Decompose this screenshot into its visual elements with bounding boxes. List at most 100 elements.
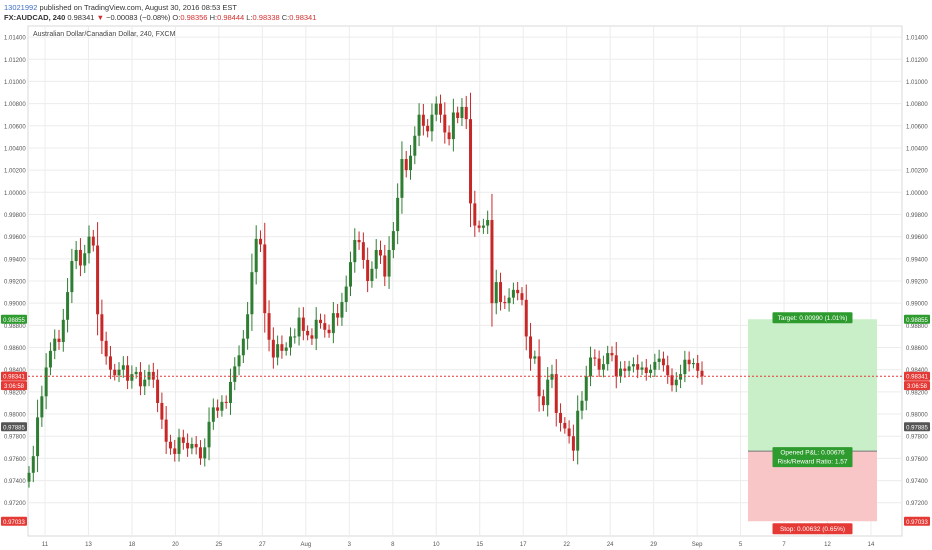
candle-body — [631, 364, 635, 367]
x-tick-label: 15 — [476, 542, 483, 548]
candle-body — [434, 103, 438, 115]
candle-body — [31, 456, 35, 473]
candle-body — [391, 231, 395, 250]
y-tick-label-left: 0.97600 — [4, 457, 26, 463]
candle — [370, 261, 374, 288]
candle — [567, 420, 571, 444]
high-label: H: — [209, 13, 218, 22]
candle — [520, 287, 524, 306]
candle — [228, 368, 232, 415]
candle — [627, 360, 631, 376]
candle-body — [344, 286, 348, 303]
candle — [490, 193, 494, 327]
candle-body — [237, 355, 241, 367]
candle-body — [640, 367, 644, 370]
stop-price-tag-text: 0.97033 — [3, 520, 25, 526]
candle-body — [426, 125, 430, 132]
countdown-tag-bg — [1, 381, 27, 391]
candle-body — [503, 302, 507, 304]
candle-body — [357, 239, 361, 243]
candle — [78, 238, 82, 277]
candle-body — [181, 437, 185, 443]
candle-body — [374, 249, 378, 269]
candle — [623, 360, 627, 378]
candle-body — [263, 244, 267, 314]
publish-line: 13021992 published on TradingView.com, A… — [4, 3, 237, 12]
target-zone[interactable] — [748, 319, 877, 452]
candle-body — [511, 289, 515, 298]
candle — [636, 354, 640, 379]
x-tick-label: 5 — [739, 542, 743, 548]
candle — [348, 251, 352, 297]
candle — [619, 361, 623, 383]
target-price-tag-text: 0.98855 — [906, 318, 928, 324]
candle-body — [644, 367, 648, 374]
candle-body — [353, 239, 357, 263]
candle — [96, 222, 100, 336]
candle — [486, 210, 490, 234]
candle-body — [66, 292, 70, 320]
candle — [687, 351, 691, 372]
candle — [631, 357, 635, 373]
target-price-tag-text: 0.98855 — [3, 318, 25, 324]
pnl-label-text: Risk/Reward Ratio: 1.57 — [777, 459, 847, 466]
candle — [143, 370, 147, 396]
candle — [614, 342, 618, 389]
y-tick-label-left: 1.00600 — [4, 124, 26, 130]
candle — [571, 424, 575, 462]
x-tick-label: 17 — [520, 542, 527, 548]
candle — [451, 98, 455, 152]
candle — [387, 236, 391, 289]
candle — [61, 308, 65, 352]
candle — [469, 92, 473, 228]
candle-body — [679, 374, 683, 380]
candle-body — [121, 365, 125, 370]
candle-body — [156, 379, 160, 403]
open-value: 0.98356 — [180, 13, 208, 22]
candle — [400, 141, 404, 214]
candle-body — [516, 289, 520, 294]
candle-body — [138, 371, 142, 387]
x-tick-label: 18 — [129, 542, 136, 548]
candle-body — [288, 336, 292, 348]
candle — [57, 329, 61, 350]
candle-body — [40, 396, 44, 418]
candle-body — [194, 443, 198, 448]
candle-body — [379, 249, 383, 256]
candle — [310, 328, 314, 345]
candle-body — [314, 319, 318, 339]
candle — [554, 359, 558, 427]
candle — [91, 230, 95, 252]
candle-body — [670, 375, 674, 386]
candle — [216, 399, 220, 418]
candle — [447, 125, 451, 146]
y-tick-label-right: 1.01200 — [906, 58, 928, 64]
candle-body — [134, 371, 138, 375]
y-tick-label-right: 0.98800 — [906, 324, 928, 330]
candle-body — [387, 249, 391, 277]
candle-body — [284, 347, 288, 351]
candle — [383, 244, 387, 287]
y-tick-label-right: 1.00200 — [906, 169, 928, 175]
target-price-tag-bg — [904, 314, 930, 324]
candle-body — [340, 302, 344, 318]
candle-body — [683, 359, 687, 375]
x-tick-label: 25 — [216, 542, 223, 548]
candle-body — [246, 314, 250, 339]
candle-body — [211, 407, 215, 422]
candle-body — [451, 112, 455, 140]
candle-body — [563, 422, 567, 429]
candle-body — [276, 344, 280, 358]
candle-body — [318, 319, 322, 324]
candle — [499, 272, 503, 311]
y-tick-label-right: 0.98000 — [906, 413, 928, 419]
candle-body — [559, 412, 563, 423]
publisher-link[interactable]: 13021992 — [4, 3, 38, 12]
candle — [31, 445, 35, 483]
candle-body — [250, 272, 254, 315]
candle-body — [297, 317, 301, 337]
candle — [443, 102, 447, 144]
candle — [306, 325, 310, 341]
close-value: 0.98341 — [289, 13, 317, 22]
